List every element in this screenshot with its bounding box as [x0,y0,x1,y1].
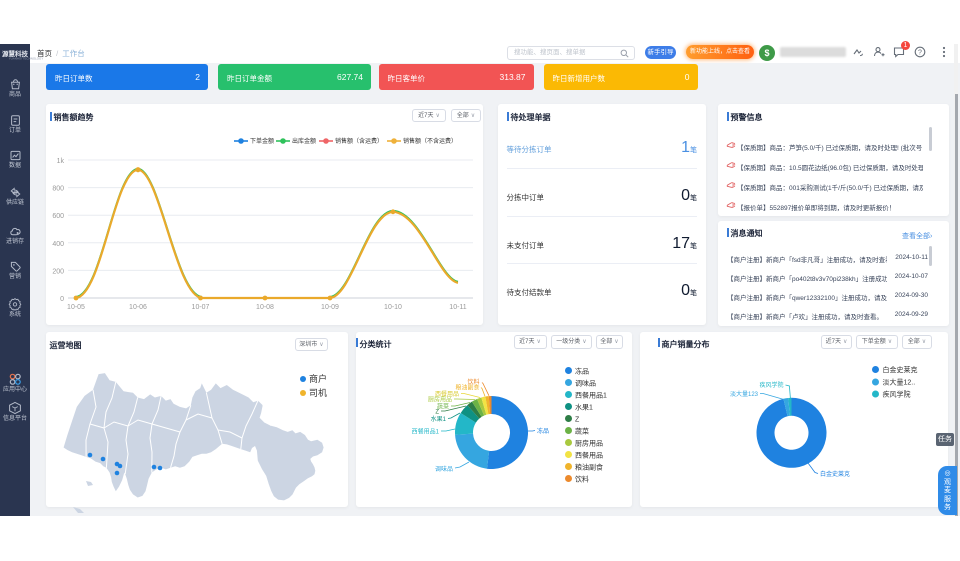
svg-text:粮油副食: 粮油副食 [575,463,603,472]
svg-text:饮料: 饮料 [575,475,589,484]
svg-text:600: 600 [52,213,64,220]
svg-text:10-11: 10-11 [449,304,466,311]
svg-text:10-06: 10-06 [129,304,147,311]
svg-text:冻品: 冻品 [537,427,549,435]
svg-text:蔬菜: 蔬菜 [575,427,589,436]
svg-text:?: ? [918,49,922,56]
svg-text:白金史莱克: 白金史莱克 [883,365,918,374]
svg-text:西餐用品: 西餐用品 [575,451,603,460]
svg-text:10-05: 10-05 [67,304,85,311]
svg-text:厨房用品: 厨房用品 [428,396,452,404]
svg-text:厨房用品: 厨房用品 [575,439,603,448]
svg-text:调味品: 调味品 [575,379,596,388]
svg-text:400: 400 [52,241,64,248]
svg-text:200: 200 [52,268,64,275]
svg-text:疾风学院: 疾风学院 [759,381,783,389]
svg-text:800: 800 [52,186,64,193]
svg-text:西餐用品: 西餐用品 [435,390,459,398]
svg-text:10-08: 10-08 [256,304,274,311]
svg-text:白金史莱克: 白金史莱克 [820,470,850,478]
svg-text:疾风学院: 疾风学院 [883,390,911,399]
svg-text:淡大量123: 淡大量123 [730,390,759,398]
svg-text:Z: Z [575,417,580,424]
svg-text:Z: Z [435,410,439,416]
svg-text:调味品: 调味品 [435,465,453,473]
svg-text:1k: 1k [57,158,65,165]
svg-text:冻品: 冻品 [575,367,589,376]
svg-text:10-07: 10-07 [192,304,210,311]
svg-text:水果1: 水果1 [575,403,593,412]
svg-text:饮料: 饮料 [467,378,479,386]
svg-text:粮油副食: 粮油副食 [455,384,479,392]
svg-text:蔬菜: 蔬菜 [437,403,449,411]
svg-text:西餐用品1: 西餐用品1 [412,428,440,436]
svg-text:水果1: 水果1 [431,415,447,423]
svg-text:0: 0 [60,296,64,303]
svg-text:淡大量12..: 淡大量12.. [883,378,916,387]
svg-text:10-09: 10-09 [321,304,339,311]
svg-text:西餐用品1: 西餐用品1 [575,391,607,400]
svg-text:10-10: 10-10 [384,304,402,311]
